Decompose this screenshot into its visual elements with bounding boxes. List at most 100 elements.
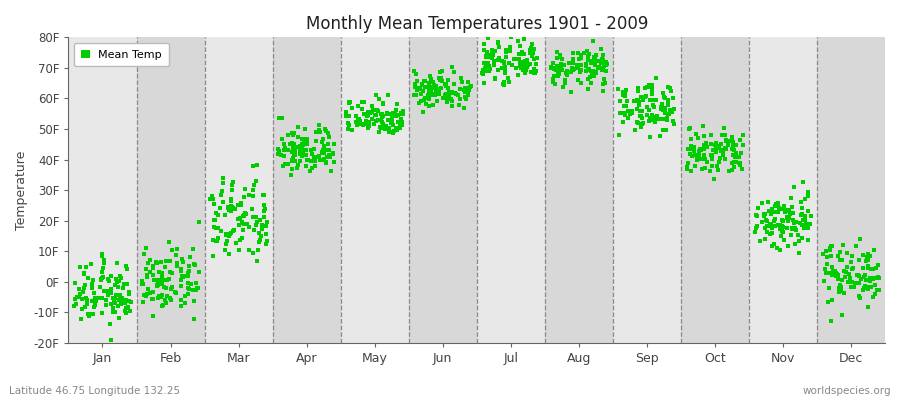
Point (388, 110, 402, 116)
Point (168, 289, 183, 296)
Point (295, 136, 310, 142)
Point (795, 211, 809, 218)
Point (843, 284, 858, 290)
Point (357, 120, 372, 127)
Point (654, 103, 669, 110)
Point (382, 129, 397, 136)
Point (292, 151, 307, 157)
Point (424, 89, 438, 95)
Point (715, 132, 729, 138)
Point (477, 68, 491, 74)
Point (140, 274, 155, 280)
Point (159, 284, 174, 291)
Point (213, 228, 228, 234)
Point (729, 159, 743, 165)
Point (861, 304, 876, 310)
Point (393, 122, 408, 129)
Point (724, 146, 739, 152)
Point (758, 224, 772, 231)
Point (281, 161, 295, 167)
Point (233, 215, 248, 221)
Point (714, 141, 728, 147)
Point (529, 68, 544, 75)
Point (311, 127, 326, 134)
Point (149, 260, 164, 266)
Point (682, 145, 697, 152)
Point (297, 140, 311, 146)
Point (176, 258, 191, 265)
Point (224, 203, 238, 210)
Point (771, 222, 786, 228)
Point (139, 266, 153, 272)
Point (210, 238, 224, 244)
Point (573, 66, 588, 73)
Point (828, 268, 842, 275)
Point (158, 285, 173, 292)
Point (831, 272, 845, 278)
Point (381, 92, 395, 99)
Point (616, 110, 631, 116)
Point (851, 256, 866, 263)
Point (169, 263, 184, 270)
Point (685, 146, 699, 152)
Point (84, 260, 98, 267)
Point (732, 154, 746, 160)
Point (644, 116, 659, 123)
Point (754, 219, 769, 225)
Point (285, 142, 300, 148)
Point (849, 280, 863, 287)
Point (667, 106, 681, 112)
Point (646, 117, 661, 123)
Text: Latitude 46.75 Longitude 132.25: Latitude 46.75 Longitude 132.25 (9, 386, 180, 396)
Point (781, 207, 796, 214)
Point (717, 156, 732, 162)
Point (271, 146, 285, 152)
Point (750, 223, 764, 229)
Point (796, 224, 811, 231)
Point (640, 84, 654, 90)
Point (151, 292, 166, 299)
Point (318, 143, 332, 150)
Point (525, 46, 539, 52)
Point (589, 69, 603, 76)
Point (147, 277, 161, 284)
Point (275, 136, 290, 142)
Point (573, 80, 588, 86)
Point (690, 153, 705, 159)
Point (156, 302, 170, 308)
Point (662, 98, 676, 104)
Point (272, 115, 286, 122)
Point (589, 68, 603, 75)
Point (86, 310, 100, 317)
Point (611, 86, 625, 92)
Point (440, 99, 454, 105)
Point (256, 208, 271, 214)
Point (775, 206, 789, 213)
Point (726, 139, 741, 145)
Point (633, 113, 647, 120)
Point (666, 95, 680, 101)
Point (104, 273, 119, 280)
Point (478, 65, 492, 72)
Point (385, 113, 400, 120)
Point (165, 284, 179, 291)
Point (768, 203, 782, 209)
Point (503, 43, 517, 50)
Legend: Mean Temp: Mean Temp (74, 43, 169, 66)
Point (309, 153, 323, 160)
Point (174, 277, 188, 284)
Point (247, 187, 261, 194)
Point (341, 99, 356, 106)
Point (832, 288, 846, 295)
Point (417, 96, 431, 103)
Point (837, 290, 851, 296)
Point (653, 132, 668, 139)
Point (710, 162, 724, 169)
Point (553, 51, 567, 58)
Point (206, 196, 220, 202)
Point (458, 84, 473, 91)
Point (496, 28, 510, 34)
Point (339, 109, 354, 115)
Point (617, 112, 632, 119)
Point (579, 68, 593, 74)
